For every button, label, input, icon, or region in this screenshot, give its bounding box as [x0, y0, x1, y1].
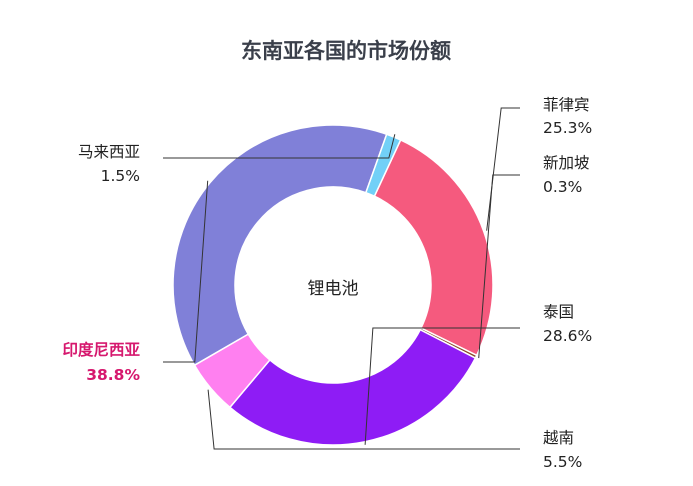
slice-5: [172, 124, 388, 367]
chart-title: 东南亚各国的市场份额: [241, 39, 451, 63]
slice-name-label: 新加坡: [543, 154, 590, 172]
callout-line-4: [207, 389, 520, 450]
callout-line-6: [163, 134, 396, 159]
slice-name-label: 印度尼西亚: [62, 340, 140, 359]
slice-value-label: 0.3%: [543, 178, 582, 196]
slice-1: [373, 138, 494, 357]
slice-name-label: 越南: [543, 429, 574, 447]
slice-3: [228, 328, 477, 446]
callout-line-2: [478, 174, 520, 359]
callout-line-1: [486, 107, 520, 231]
slice-6: [364, 133, 402, 198]
slice-value-label: 5.5%: [543, 453, 582, 471]
slice-name-label: 马来西亚: [78, 143, 140, 161]
slice-value-label: 1.5%: [101, 167, 140, 185]
callout-line-5: [163, 180, 209, 363]
slice-value-label: 25.3%: [543, 119, 592, 137]
center-label: 锂电池: [308, 279, 359, 299]
donut-slices: [172, 124, 494, 446]
slice-name-label: 菲律宾: [543, 96, 590, 114]
slice-value-label: 28.6%: [543, 327, 592, 345]
slice-value-label: 38.8%: [86, 366, 140, 384]
slice-callouts: 菲律宾 25.3% 新加坡 0.3% 泰国 28.6% 越南 5.5% 印度尼西亚 38.8% 马来…: [62, 96, 592, 471]
slice-name-label: 泰国: [543, 303, 574, 321]
callout-line-3: [364, 327, 520, 445]
